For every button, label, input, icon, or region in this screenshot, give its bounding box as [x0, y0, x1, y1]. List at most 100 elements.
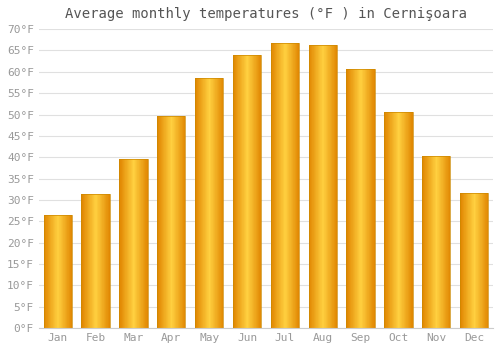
Bar	[362, 69, 363, 328]
Bar	[285, 43, 286, 328]
Bar	[209, 78, 210, 328]
Bar	[107, 195, 108, 328]
Bar	[125, 159, 126, 328]
Bar	[199, 78, 200, 328]
Bar	[353, 69, 354, 328]
Bar	[146, 159, 147, 328]
Bar	[355, 69, 356, 328]
Bar	[332, 45, 333, 328]
Bar	[52, 215, 53, 328]
Bar	[310, 45, 311, 328]
Bar	[102, 195, 103, 328]
Bar	[165, 116, 166, 328]
Bar	[350, 69, 351, 328]
Bar	[398, 112, 399, 328]
Bar	[441, 156, 442, 328]
Bar	[167, 116, 168, 328]
Bar	[120, 159, 121, 328]
Bar	[196, 78, 197, 328]
Bar	[481, 193, 482, 328]
Bar	[386, 112, 387, 328]
Bar	[210, 78, 211, 328]
Bar	[235, 55, 236, 328]
Bar	[223, 78, 224, 328]
Bar	[236, 55, 237, 328]
Bar	[274, 43, 275, 328]
Bar	[309, 45, 310, 328]
Bar	[322, 45, 324, 328]
Bar	[100, 195, 102, 328]
Bar	[122, 159, 123, 328]
Bar	[220, 78, 221, 328]
Bar	[147, 159, 148, 328]
Bar	[287, 43, 288, 328]
Bar	[368, 69, 369, 328]
Bar	[169, 116, 170, 328]
Bar	[315, 45, 316, 328]
Bar	[49, 215, 50, 328]
Bar	[372, 69, 373, 328]
Bar	[177, 116, 178, 328]
Bar	[357, 69, 358, 328]
Bar	[178, 116, 179, 328]
Bar	[329, 45, 330, 328]
Bar	[86, 195, 87, 328]
Bar	[289, 43, 290, 328]
Bar	[170, 116, 172, 328]
Bar	[253, 55, 254, 328]
Bar	[473, 193, 474, 328]
Bar	[442, 156, 443, 328]
Bar	[124, 159, 125, 328]
Bar	[99, 195, 100, 328]
Bar	[95, 195, 96, 328]
Bar	[142, 159, 143, 328]
Bar	[143, 159, 144, 328]
Bar	[270, 43, 299, 328]
Bar	[308, 45, 337, 328]
Bar	[276, 43, 277, 328]
Bar	[85, 195, 86, 328]
Bar	[468, 193, 469, 328]
Bar	[444, 156, 445, 328]
Bar	[312, 45, 313, 328]
Bar	[185, 116, 186, 328]
Bar	[403, 112, 404, 328]
Bar	[208, 78, 209, 328]
Bar	[335, 45, 336, 328]
Bar	[293, 43, 294, 328]
Bar	[447, 156, 448, 328]
Bar	[88, 195, 89, 328]
Bar	[71, 215, 72, 328]
Bar	[64, 215, 65, 328]
Bar	[354, 69, 355, 328]
Bar	[484, 193, 485, 328]
Bar	[87, 195, 88, 328]
Bar	[423, 156, 424, 328]
Bar	[437, 156, 438, 328]
Bar	[384, 112, 385, 328]
Bar	[384, 112, 412, 328]
Bar	[243, 55, 244, 328]
Bar	[271, 43, 272, 328]
Bar	[179, 116, 180, 328]
Bar	[240, 55, 241, 328]
Bar	[123, 159, 124, 328]
Bar	[54, 215, 55, 328]
Bar	[308, 45, 309, 328]
Bar	[408, 112, 409, 328]
Bar	[370, 69, 371, 328]
Bar	[317, 45, 318, 328]
Bar	[211, 78, 212, 328]
Bar	[44, 215, 45, 328]
Bar	[373, 69, 374, 328]
Bar	[135, 159, 136, 328]
Bar	[204, 78, 205, 328]
Bar	[69, 215, 70, 328]
Bar	[132, 159, 133, 328]
Bar	[314, 45, 315, 328]
Bar	[247, 55, 248, 328]
Bar	[255, 55, 256, 328]
Bar	[237, 55, 238, 328]
Bar	[144, 159, 145, 328]
Bar	[214, 78, 215, 328]
